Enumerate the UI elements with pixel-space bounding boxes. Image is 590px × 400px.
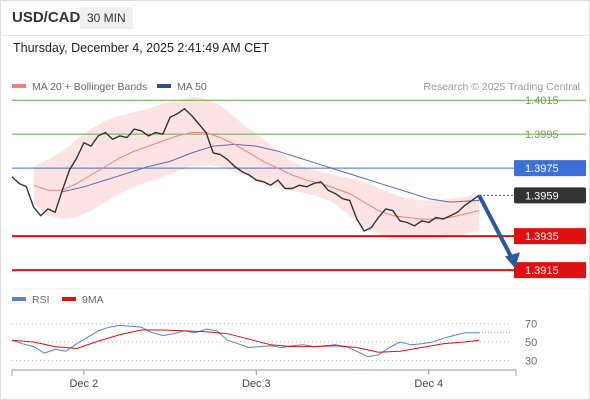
instrument-name: USD/CAD [12,9,81,26]
research-credit: Research © 2025 Trading Central [423,81,580,93]
ma20-line [33,132,480,220]
level-label-1-3915: 1.3915 [525,265,559,277]
legend-label-rsi-ma: 9MA [82,294,104,306]
rsi-tick-50: 50 [525,337,537,349]
level-tag-1-3935 [514,228,586,245]
forecast-arrow-shaft [477,194,515,262]
rsi-line [11,324,480,358]
legend-swatch-rsi [12,297,26,301]
legend-swatch-ma50 [157,84,171,88]
price-line [11,107,480,232]
level-label-1-4015: 1.4015 [525,95,559,107]
level-label-1-3975: 1.3975 [525,163,559,175]
header-divider [0,35,590,36]
rsi-tick-70: 70 [525,319,537,331]
current-price-label: 1.3959 [525,190,559,202]
x-tick-label-dec-2: Dec 2 [69,378,98,390]
rsi-tick-30: 30 [525,355,537,367]
level-tag-1-3915 [514,262,586,279]
legend-label-rsi: RSI [32,294,50,306]
chart-datetime: Thursday, December 4, 2025 2:41:49 AM CE… [13,41,270,55]
legend-swatch-ma20 [12,84,26,88]
level-label-1-3995: 1.3995 [525,129,559,141]
forecast-arrow-head [505,252,520,269]
rsi-ma-line [11,329,480,353]
legend-label-ma20: MA 20 + Bollinger Bands [32,81,147,93]
current-price-tag [514,187,586,204]
level-tag-1-3975 [514,160,586,177]
ma50-line [62,143,480,203]
level-label-1-3935: 1.3935 [525,231,559,243]
chart-header: USD/CAD 30 MIN [0,0,590,36]
x-tick-label-dec-4: Dec 4 [414,378,443,390]
x-tick-label-dec-3: Dec 3 [242,378,271,390]
timeframe-button[interactable]: 30 MIN [80,7,133,29]
legend-swatch-rsi-ma [62,297,76,301]
legend-label-ma50: MA 50 [177,81,207,93]
